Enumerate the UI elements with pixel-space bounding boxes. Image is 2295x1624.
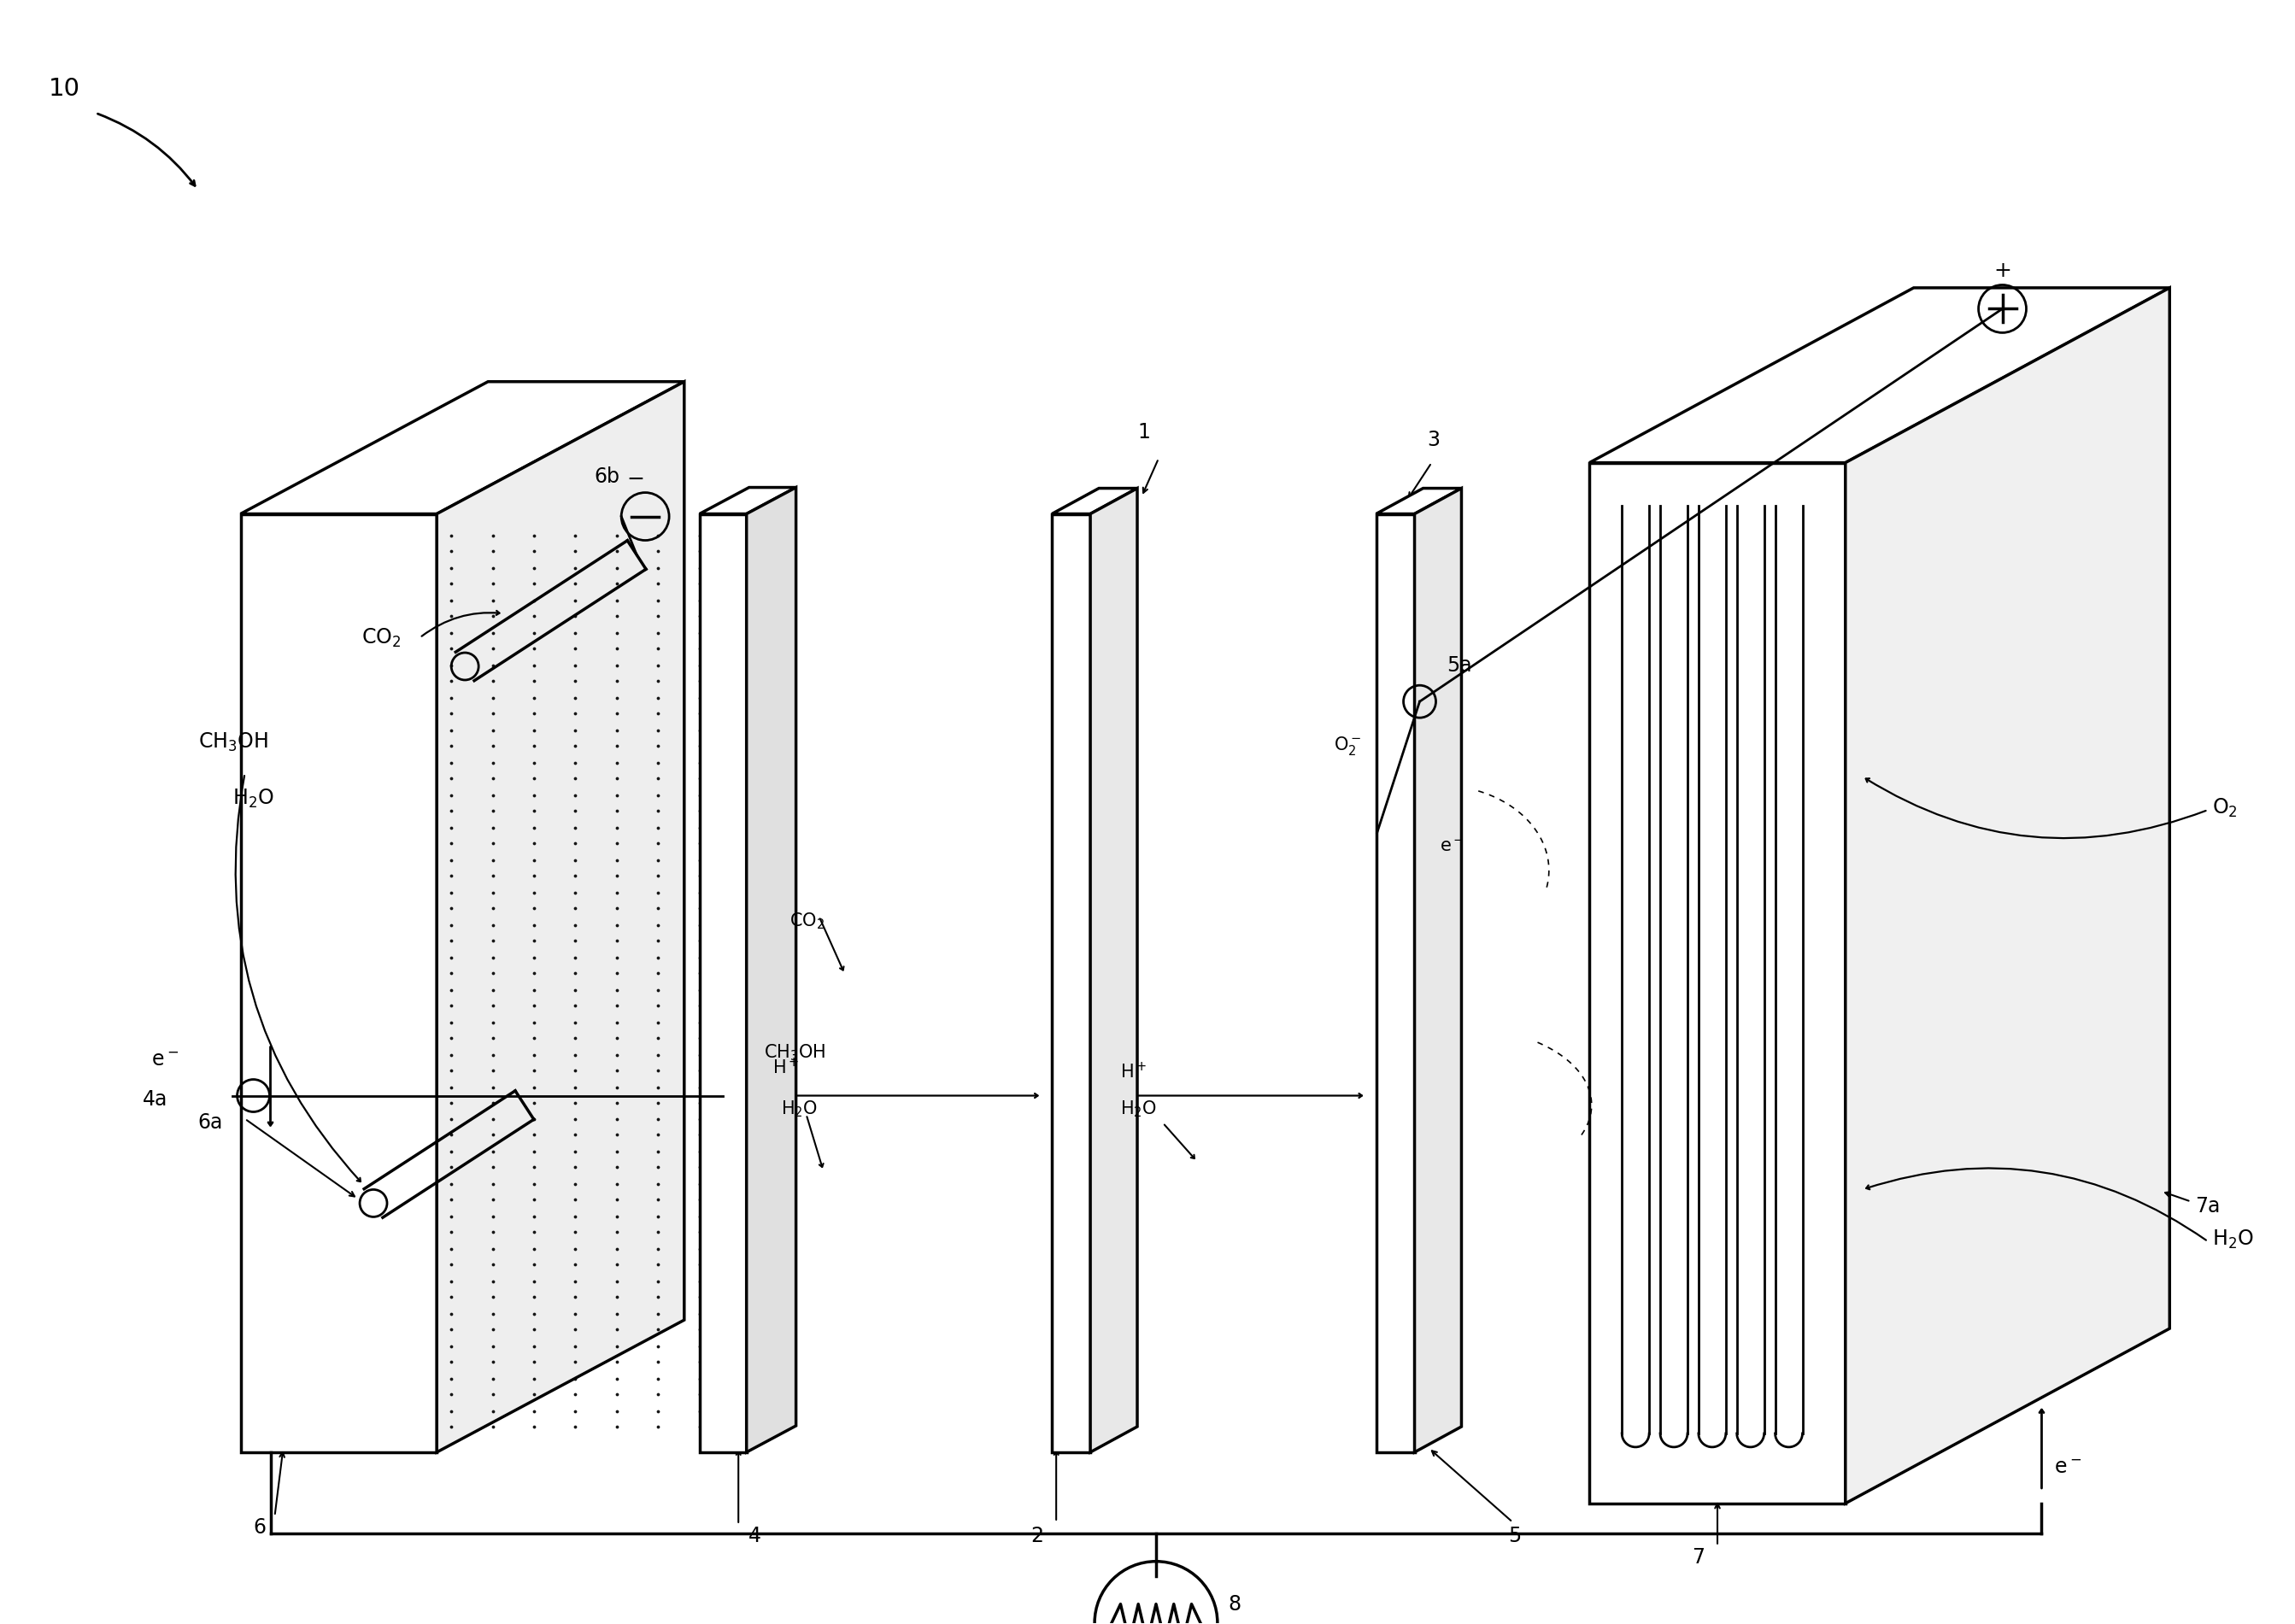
Polygon shape [1090,489,1138,1452]
Text: e$^-$: e$^-$ [2054,1457,2082,1478]
Text: $-$: $-$ [627,468,643,489]
Text: CO$_2$: CO$_2$ [789,911,824,932]
Text: 8: 8 [1228,1593,1242,1614]
Polygon shape [746,487,796,1452]
Polygon shape [1590,463,1845,1504]
Text: 6b: 6b [594,466,620,487]
Text: 7: 7 [1691,1548,1705,1567]
Text: CO$_2$: CO$_2$ [363,627,402,650]
Text: H$^+$: H$^+$ [1120,1062,1148,1082]
Text: 3: 3 [1427,429,1441,450]
Text: 1: 1 [1138,422,1150,443]
Text: H$_2$O: H$_2$O [232,788,273,810]
Polygon shape [700,513,746,1452]
Text: H$_2$O: H$_2$O [780,1099,817,1119]
Polygon shape [1845,287,2169,1504]
Text: 6: 6 [252,1517,266,1538]
Polygon shape [1051,513,1090,1452]
Polygon shape [1414,489,1462,1452]
Text: CH$_3$OH: CH$_3$OH [764,1043,826,1062]
Text: e$^-$: e$^-$ [151,1049,179,1070]
Polygon shape [436,382,684,1452]
Text: H$_2$O: H$_2$O [2212,1229,2254,1250]
Polygon shape [700,487,796,513]
Text: e$^-$: e$^-$ [1441,838,1464,856]
Polygon shape [241,513,436,1452]
Text: O$_2^-$: O$_2^-$ [1333,734,1361,757]
Text: 2: 2 [1030,1525,1044,1546]
Text: $+$: $+$ [1994,260,2010,281]
Text: H$^+$: H$^+$ [771,1057,799,1078]
Text: CH$_3$OH: CH$_3$OH [197,731,269,754]
Polygon shape [1377,489,1462,513]
Polygon shape [1377,513,1414,1452]
Text: 5a: 5a [1446,656,1473,676]
Text: 7a: 7a [2196,1195,2219,1216]
Text: 4: 4 [748,1525,762,1546]
Polygon shape [1590,287,2169,463]
Text: 10: 10 [48,76,80,101]
Text: 6a: 6a [197,1112,223,1132]
Polygon shape [241,382,684,513]
Polygon shape [1051,489,1138,513]
Text: O$_2$: O$_2$ [2212,797,2238,820]
Text: 4a: 4a [142,1090,168,1111]
Text: 5: 5 [1508,1525,1522,1546]
Text: H$_2$O: H$_2$O [1120,1099,1157,1119]
